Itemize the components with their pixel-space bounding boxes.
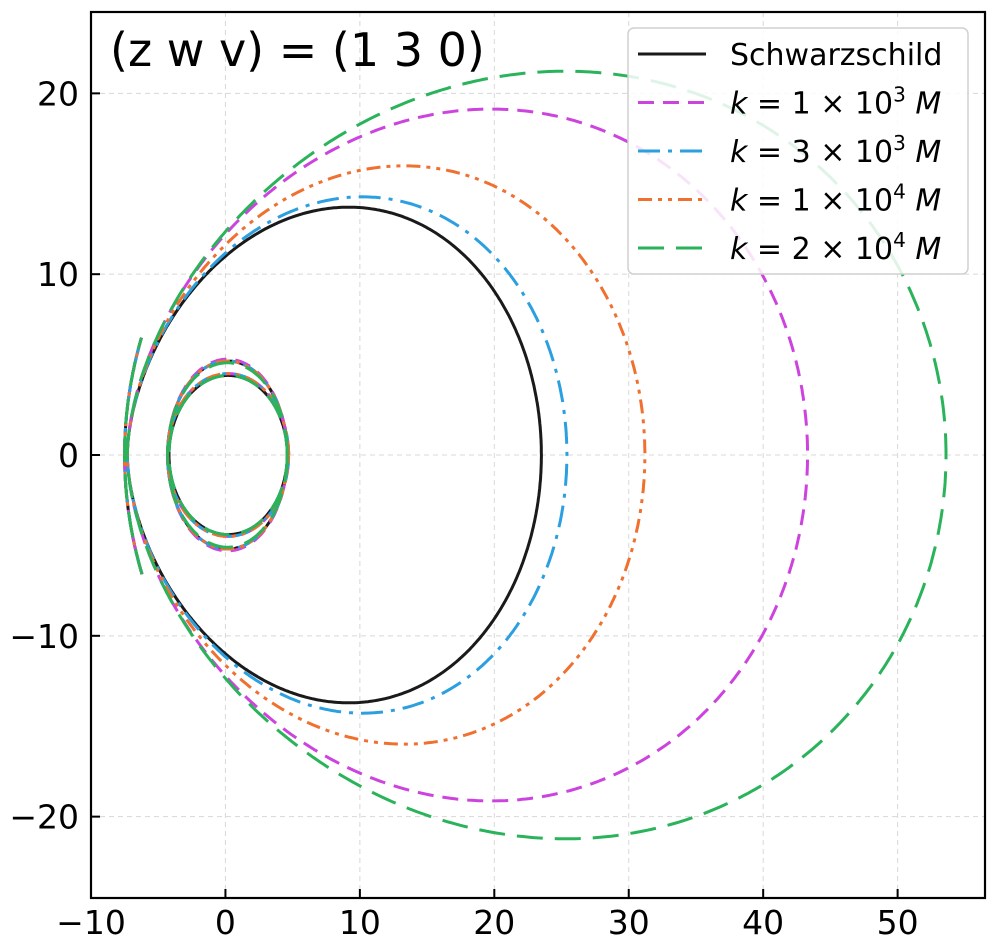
orbit-inner-loop <box>167 373 289 537</box>
orbit-outer-leaf <box>125 205 543 705</box>
x-tick-label: 50 <box>877 903 919 942</box>
series-curve <box>123 69 948 841</box>
y-tick-label: 20 <box>37 74 79 113</box>
y-tick-label: 0 <box>58 436 79 475</box>
legend: Schwarzschild k = 1 × 103 M k = 3 × 103 M k… <box>627 27 969 275</box>
legend-label: Schwarzschild <box>730 38 942 73</box>
orbit-petal <box>166 361 289 549</box>
legend-label: k = 1 × 103 M <box>730 83 941 122</box>
orbit-inner-loop <box>166 372 291 538</box>
chart-title: (z w v) = (1 3 0) <box>110 23 485 77</box>
orbit-outer-leaf <box>125 164 647 746</box>
axis-ticks: −10 0 10 20 30 40 50 −20 −10 0 10 20 <box>9 74 918 942</box>
x-tick-label: 30 <box>608 903 650 942</box>
orbit-link <box>123 337 144 575</box>
x-tick-label: −10 <box>56 903 126 942</box>
legend-box <box>627 27 969 275</box>
y-tick-label: −20 <box>9 798 79 837</box>
orbit-inner-loop <box>166 372 291 538</box>
legend-label: k = 3 × 103 M <box>730 131 941 170</box>
orbit-outer-leaf <box>125 69 948 841</box>
plot-area <box>123 69 948 841</box>
orbit-outer-leaf <box>125 195 569 715</box>
x-tick-label: 0 <box>215 903 236 942</box>
x-tick-label: 20 <box>473 903 515 942</box>
legend-label: k = 1 × 104 M <box>730 180 941 219</box>
x-tick-label: 40 <box>742 903 784 942</box>
y-tick-label: −10 <box>9 617 79 656</box>
y-tick-label: 10 <box>37 255 79 294</box>
grid <box>90 12 985 898</box>
legend-label: k = 2 × 104 M <box>730 228 941 267</box>
x-tick-label: 10 <box>339 903 381 942</box>
